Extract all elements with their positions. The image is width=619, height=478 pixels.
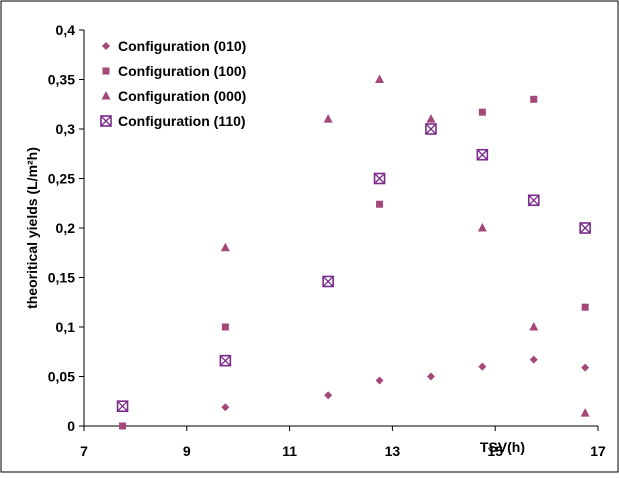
data-marks — [116, 74, 591, 430]
data-point — [580, 408, 590, 417]
data-point — [478, 108, 486, 116]
data-point — [581, 363, 590, 372]
data-point — [376, 200, 384, 208]
data-point — [322, 275, 334, 288]
y-tick-label: 0,4 — [56, 22, 76, 38]
data-point — [426, 114, 436, 123]
data-point — [529, 355, 538, 364]
data-point — [324, 391, 333, 400]
x-tick-label: 15 — [487, 443, 503, 459]
marker-cross — [117, 400, 129, 412]
y-tick-label: 0,2 — [56, 220, 76, 236]
data-point — [579, 222, 591, 234]
legend-marker — [100, 115, 112, 127]
marker-cross — [100, 115, 112, 127]
data-point — [119, 422, 127, 430]
marker-cross — [374, 173, 386, 184]
legend-marker — [102, 42, 110, 50]
legend-item: Configuration (110) — [100, 113, 246, 129]
legend-marker — [101, 91, 111, 100]
y-tick-label: 0,15 — [48, 270, 75, 286]
legend: Configuration (010) Configuration (100) Co… — [100, 38, 246, 129]
data-point — [375, 74, 385, 83]
legend-item: Configuration (010) — [102, 38, 246, 54]
x-tick-label: 9 — [183, 443, 191, 459]
series-4 — [116, 123, 591, 413]
data-point — [373, 172, 386, 185]
legend-item: Configuration (100) — [102, 63, 246, 79]
data-point — [219, 354, 232, 367]
y-tick-label: 0,3 — [56, 121, 76, 137]
series-1 — [221, 355, 590, 412]
marker-cross — [425, 123, 437, 135]
marker-cross — [322, 276, 334, 287]
series-3 — [220, 74, 590, 417]
y-tick-label: 0 — [67, 418, 75, 434]
legend-label: Configuration (010) — [118, 38, 246, 54]
data-point — [478, 362, 487, 371]
data-point — [323, 114, 333, 123]
marker-cross — [219, 355, 231, 367]
data-point — [220, 242, 230, 252]
data-point — [527, 194, 540, 207]
data-point — [477, 223, 487, 232]
legend-label: Configuration (100) — [118, 63, 246, 79]
data-point — [116, 400, 129, 413]
x-tick-label: 17 — [590, 443, 606, 459]
x-tick-label: 7 — [80, 443, 88, 459]
legend-marker — [102, 67, 110, 75]
data-point — [221, 403, 230, 412]
data-point — [426, 372, 435, 381]
y-tick-label: 0,1 — [56, 319, 76, 335]
data-point — [529, 322, 539, 331]
legend-item: Configuration (000) — [101, 88, 246, 104]
marker-cross — [528, 194, 540, 206]
data-point — [581, 303, 589, 311]
axes: 0 0,05 0,1 0,15 0,2 0,25 0,3 0,35 0,4 7 9 11 13 15 17 T… — [24, 22, 606, 459]
data-point — [375, 376, 384, 385]
legend-label: Configuration (110) — [118, 113, 246, 129]
x-axis-title: TSV(h) — [480, 439, 525, 455]
data-point — [221, 323, 229, 331]
marker-cross — [579, 222, 591, 234]
y-tick-label: 0,25 — [48, 171, 75, 187]
data-point — [530, 95, 538, 103]
legend-label: Configuration (000) — [118, 88, 246, 104]
y-axis-title: theoritical yields (L/m²h) — [24, 147, 40, 309]
data-point — [476, 148, 489, 161]
data-point — [425, 123, 437, 135]
marker-cross — [476, 149, 488, 161]
x-tick-label: 13 — [385, 443, 401, 459]
series-2 — [119, 95, 589, 430]
x-tick-label: 11 — [282, 443, 297, 459]
y-tick-label: 0,35 — [48, 72, 75, 88]
y-tick-label: 0,05 — [48, 369, 75, 385]
